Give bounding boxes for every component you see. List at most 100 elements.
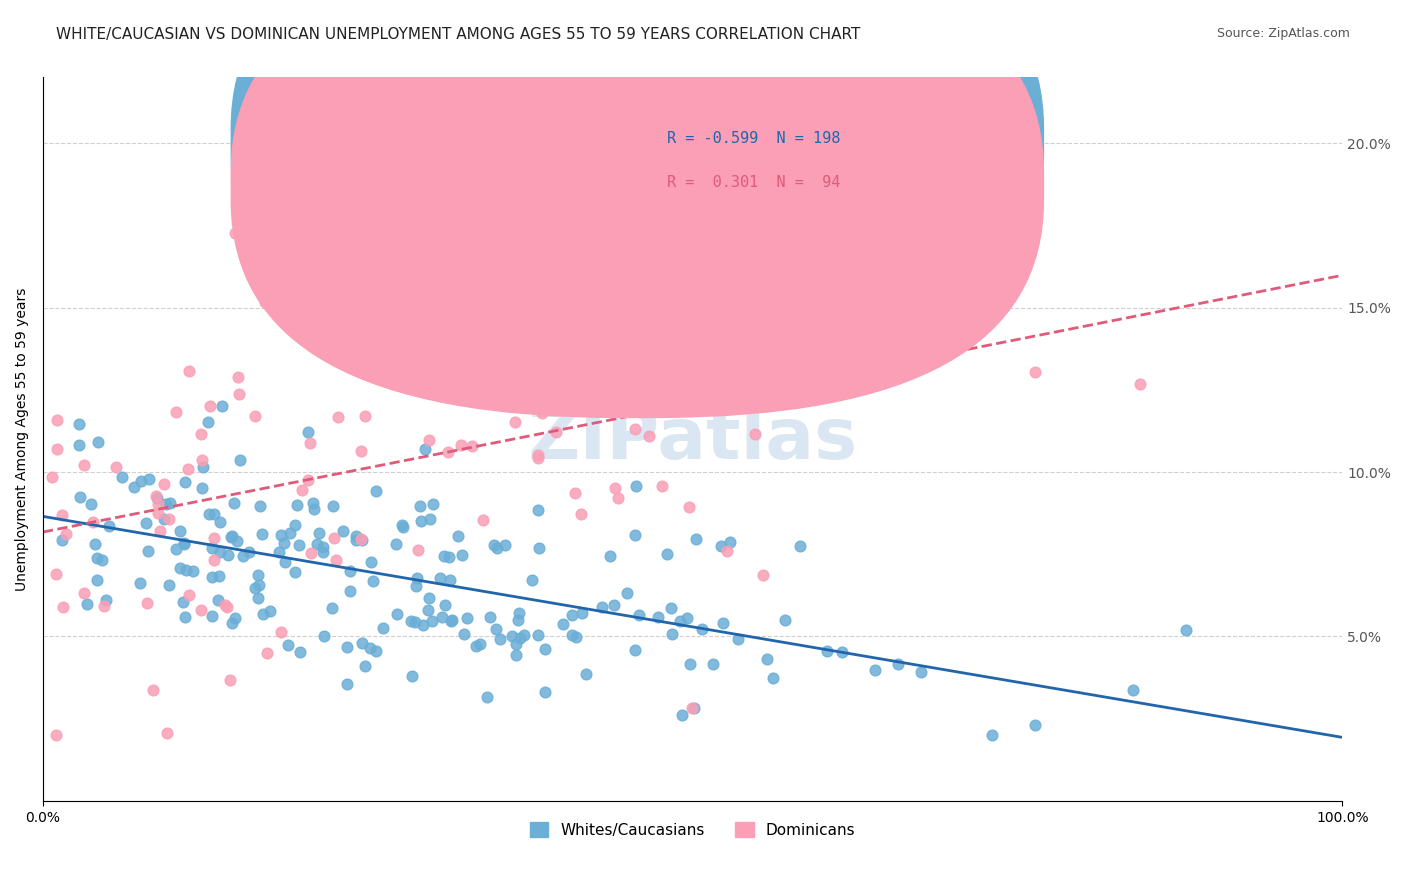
Point	[564, 486, 586, 500]
Point	[152, 512, 174, 526]
Point	[527, 448, 550, 462]
Point	[155, 497, 177, 511]
Point	[385, 607, 408, 621]
Point	[165, 404, 187, 418]
Point	[41, 469, 63, 483]
Point	[298, 435, 321, 450]
Point	[408, 543, 430, 558]
Point	[910, 665, 932, 679]
Point	[340, 351, 363, 365]
Point	[69, 438, 91, 452]
Point	[96, 593, 118, 607]
Point	[1024, 365, 1046, 379]
Point	[1122, 682, 1144, 697]
Point	[627, 607, 650, 622]
Text: ZIPatlas: ZIPatlas	[527, 405, 858, 474]
Point	[332, 524, 354, 538]
Point	[342, 333, 364, 347]
Point	[494, 538, 516, 552]
Point	[447, 329, 470, 343]
Point	[624, 479, 647, 493]
Point	[336, 640, 359, 655]
Point	[401, 668, 423, 682]
Point	[46, 413, 69, 427]
Point	[177, 588, 200, 602]
Point	[533, 642, 555, 657]
Point	[98, 519, 121, 533]
Point	[307, 537, 329, 551]
Point	[202, 552, 225, 566]
Point	[145, 489, 167, 503]
Legend: Whites/Caucasians, Dominicans: Whites/Caucasians, Dominicans	[523, 815, 862, 844]
Point	[173, 537, 195, 551]
Point	[477, 690, 499, 704]
Point	[304, 501, 326, 516]
Point	[460, 438, 482, 452]
Point	[571, 607, 593, 621]
Point	[142, 683, 165, 698]
Point	[561, 607, 583, 622]
Point	[224, 227, 246, 241]
Point	[538, 351, 561, 365]
Point	[692, 622, 714, 636]
Point	[405, 579, 427, 593]
Point	[191, 453, 214, 467]
Point	[73, 586, 96, 600]
Point	[122, 480, 145, 494]
Point	[201, 570, 224, 584]
Point	[482, 538, 505, 552]
Point	[146, 491, 169, 506]
Point	[219, 673, 242, 687]
Point	[157, 578, 180, 592]
Point	[76, 597, 98, 611]
Point	[404, 615, 426, 629]
Point	[831, 645, 853, 659]
Point	[439, 574, 461, 588]
Point	[651, 479, 673, 493]
Point	[288, 538, 311, 552]
Point	[373, 621, 395, 635]
Point	[284, 518, 307, 533]
FancyBboxPatch shape	[232, 0, 1043, 374]
Point	[638, 429, 661, 443]
Point	[274, 555, 297, 569]
Point	[193, 459, 215, 474]
Point	[136, 544, 159, 558]
Point	[253, 295, 276, 310]
Point	[174, 563, 197, 577]
Point	[176, 462, 198, 476]
Point	[534, 685, 557, 699]
Point	[453, 626, 475, 640]
Point	[471, 513, 494, 527]
Point	[67, 417, 90, 432]
Point	[256, 646, 278, 660]
Point	[247, 591, 270, 605]
Point	[201, 608, 224, 623]
Point	[505, 648, 527, 662]
Point	[647, 609, 669, 624]
Point	[209, 515, 232, 529]
Point	[526, 628, 548, 642]
Point	[80, 497, 103, 511]
Point	[202, 507, 225, 521]
Point	[208, 568, 231, 582]
Point	[479, 610, 502, 624]
Point	[339, 564, 361, 578]
Point	[86, 573, 108, 587]
Point	[273, 536, 295, 550]
Point	[360, 555, 382, 569]
Point	[350, 533, 373, 547]
Point	[104, 459, 127, 474]
Point	[385, 281, 408, 295]
Point	[433, 549, 456, 564]
Point	[245, 409, 267, 423]
Point	[232, 549, 254, 564]
Point	[252, 526, 274, 541]
Point	[702, 657, 724, 671]
Point	[508, 606, 530, 620]
Point	[291, 483, 314, 497]
Point	[219, 530, 242, 544]
Point	[886, 657, 908, 671]
Point	[326, 410, 349, 425]
Point	[45, 567, 67, 582]
